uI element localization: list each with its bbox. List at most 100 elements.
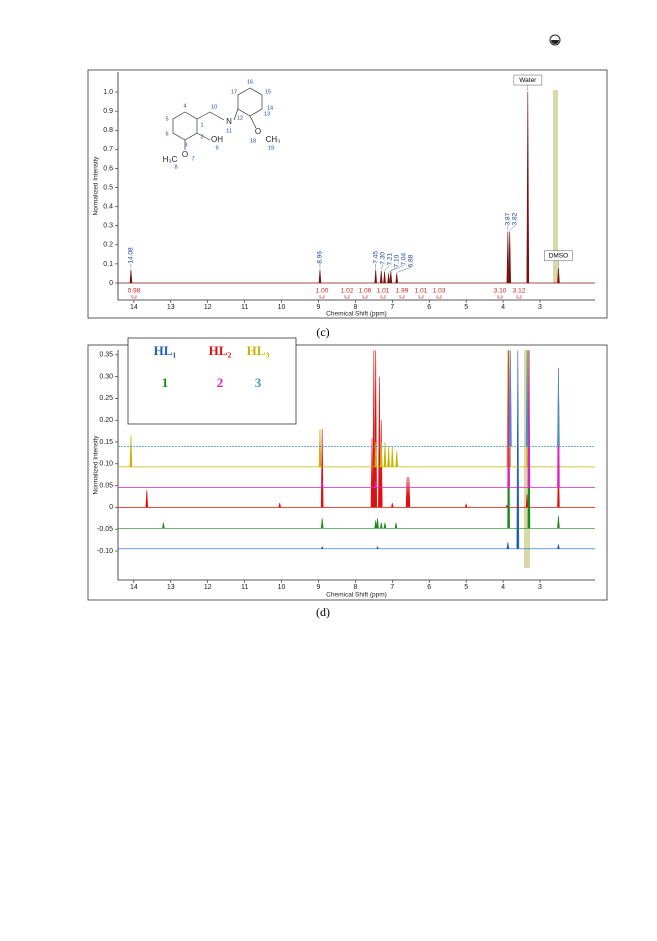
peak-label-leader <box>390 265 404 271</box>
x-axis-title: Chemical Shift (ppm) <box>326 311 387 318</box>
y-tick-label: 0.7 <box>103 146 113 153</box>
peak <box>557 516 560 529</box>
x-tick-label: 8 <box>353 304 357 311</box>
y-tick-label: -0.10 <box>97 548 113 555</box>
peak <box>376 545 379 549</box>
structure-label: 15 <box>265 89 271 95</box>
peak <box>383 522 387 529</box>
legend-entry: HL₃ <box>247 343 270 358</box>
y-tick-label: -0.05 <box>97 526 113 533</box>
integral-mark <box>319 295 325 299</box>
peak <box>557 267 560 284</box>
peak <box>162 522 165 529</box>
peak <box>525 350 529 447</box>
peak <box>383 441 387 467</box>
x-tick-label: 7 <box>390 304 394 311</box>
structure-label: 8 <box>174 164 177 170</box>
peak-label: 14.08 <box>128 247 135 264</box>
solvent-band <box>553 90 558 283</box>
x-tick-label: 12 <box>204 304 212 311</box>
x-tick-label: 5 <box>464 584 468 591</box>
peak-label: 7.10 <box>393 254 400 267</box>
y-tick-label: 0.20 <box>99 417 113 424</box>
peak-label: 7.04 <box>400 253 407 266</box>
x-tick-label: 11 <box>241 584 248 591</box>
integral-label: 1.01 <box>415 288 428 295</box>
peak <box>145 489 149 508</box>
integral-label: 1.03 <box>433 288 446 295</box>
legend-entry: HL₁ <box>154 343 177 358</box>
figure-frame <box>87 344 608 601</box>
peak-label: 3.87 <box>505 212 512 225</box>
structure-label: 18 <box>250 138 256 144</box>
structure-label: 16 <box>247 79 253 85</box>
y-tick-label: 0.1 <box>103 261 113 268</box>
peak-label: 7.21 <box>386 253 393 266</box>
annotation: Water <box>519 77 537 84</box>
peak <box>320 518 324 529</box>
integral-mark <box>497 295 503 299</box>
y-tick-label: 0.6 <box>103 165 113 172</box>
peak <box>508 231 512 284</box>
integral-label: 1.01 <box>377 288 390 295</box>
peak <box>374 520 377 529</box>
peak-label: 7.45 <box>372 251 379 264</box>
peak <box>379 441 383 467</box>
x-tick-label: 4 <box>501 584 505 591</box>
peak <box>129 269 133 284</box>
page-icon <box>549 34 561 46</box>
y-tick-label: 0.35 <box>99 352 113 359</box>
integral-label: 1.02 <box>341 288 354 295</box>
y-tick-label: 0.5 <box>103 184 113 191</box>
peak <box>374 441 377 467</box>
structure-label: 11 <box>226 128 232 134</box>
peak <box>129 434 133 467</box>
x-tick-label: 3 <box>538 304 542 311</box>
integral-label: 3.10 <box>494 288 507 295</box>
legend-entry: 2 <box>217 375 224 390</box>
structure-label: H₃C <box>163 155 178 164</box>
figure-caption: (d) <box>316 605 330 619</box>
spectra <box>118 92 595 284</box>
peak-label: 6.88 <box>407 254 414 267</box>
y-tick-label: 0.3 <box>103 223 113 230</box>
y-tick-label: 0.15 <box>99 439 113 446</box>
peak <box>405 476 409 508</box>
peak <box>395 450 399 467</box>
x-tick-label: 8 <box>353 584 357 591</box>
peak <box>387 273 390 284</box>
peak <box>407 476 411 508</box>
y-axis-title: Normalized Intensity <box>93 435 100 495</box>
y-tick-label: 0.4 <box>103 203 113 210</box>
peak <box>557 544 560 549</box>
x-tick-label: 10 <box>278 584 286 591</box>
structure-label: 7 <box>191 156 194 162</box>
structure-label: 9 <box>215 145 218 151</box>
structure-label: O <box>255 127 261 136</box>
structure-label: 5 <box>165 116 168 122</box>
peak <box>379 270 383 284</box>
x-tick-label: 3 <box>538 584 542 591</box>
peak <box>370 437 374 508</box>
y-tick-label: 0 <box>109 280 113 287</box>
peak <box>525 494 529 508</box>
peak <box>278 502 281 508</box>
spectra <box>118 350 595 550</box>
peak <box>505 504 509 508</box>
x-tick-label: 6 <box>427 584 431 591</box>
peak <box>389 271 393 284</box>
legend-box <box>127 337 297 425</box>
structure-label: OH <box>211 135 223 144</box>
peak <box>383 271 386 284</box>
peak <box>374 269 377 284</box>
peak <box>526 92 530 284</box>
peak <box>320 428 324 508</box>
figure-caption: (c) <box>316 325 329 339</box>
peak <box>320 545 324 549</box>
structure-label: O <box>182 150 188 159</box>
peak <box>379 522 383 529</box>
integral-mark <box>516 295 522 299</box>
integral-label: 1.00 <box>316 288 329 295</box>
x-tick-label: 13 <box>167 584 175 591</box>
